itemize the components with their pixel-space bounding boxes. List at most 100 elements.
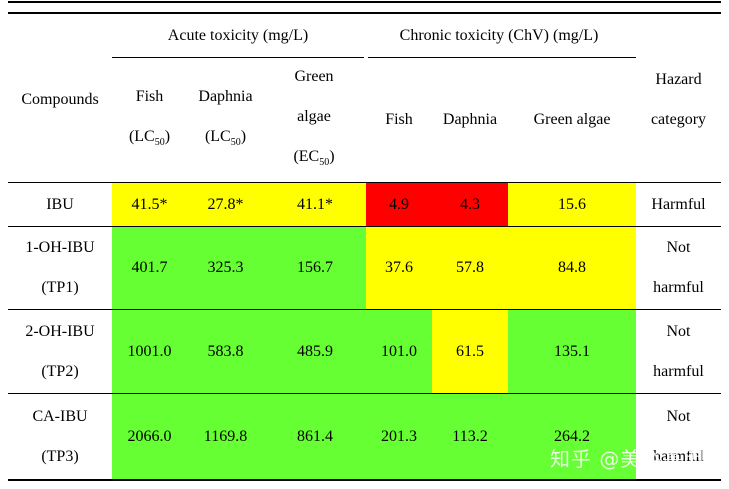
value-text: 861.4 — [297, 427, 333, 445]
value-cell: 41.1* — [264, 183, 366, 226]
hazard-cell: Not harmful — [636, 310, 721, 393]
chronic-fish-label: Fish — [385, 111, 413, 128]
chronic-algae-header: Green algae — [508, 58, 636, 182]
value-text: 583.8 — [207, 342, 244, 360]
value-cell: 101.0 — [366, 310, 432, 393]
compound-name-cell: 1-OH-IBU (TP1) — [8, 227, 112, 309]
hazard-cell: Not harmful — [636, 227, 721, 309]
compound-name: CA-IBU — [32, 407, 88, 425]
value-cell: 1001.0 — [112, 310, 187, 393]
value-cell: 485.9 — [264, 310, 366, 393]
value-cell: 401.7 — [112, 227, 187, 309]
row-divider — [8, 393, 721, 394]
value-cell: 15.6 — [508, 183, 636, 226]
value-text: 113.2 — [452, 427, 488, 445]
value-cell: 2066.0 — [112, 394, 187, 479]
top-rule — [8, 1, 721, 3]
hazard-text: Not — [666, 407, 691, 425]
compound-name: (TP1) — [41, 279, 79, 296]
hazard-text: Not — [666, 239, 691, 256]
value-cell: 37.6 — [366, 227, 432, 309]
row-divider — [8, 226, 721, 227]
value-text: 1001.0 — [127, 342, 172, 360]
value-text: 15.6 — [558, 195, 586, 213]
compound-name: 1-OH-IBU — [25, 239, 95, 256]
compound-name-cell: 2-OH-IBU (TP2) — [8, 310, 112, 393]
acute-algae-label-2: algae — [297, 107, 331, 125]
acute-toxicity-header: Acute toxicity (mg/L) — [112, 16, 364, 56]
row-divider — [8, 309, 721, 310]
hazard-text: harmful — [653, 279, 704, 296]
compounds-header: Compounds — [8, 58, 112, 142]
value-cell: 4.3 — [432, 183, 508, 226]
acute-daphnia-label: Daphnia — [198, 87, 253, 105]
compounds-label: Compounds — [21, 91, 99, 108]
value-text: 135.1 — [554, 342, 590, 360]
value-cell: 61.5 — [432, 310, 508, 393]
value-cell: 84.8 — [508, 227, 636, 309]
value-cell: 264.2 — [508, 394, 636, 479]
chronic-daphnia-header: Daphnia — [432, 58, 508, 182]
value-cell: 4.9 — [366, 183, 432, 226]
chronic-toxicity-label: Chronic toxicity (ChV) (mg/L) — [399, 27, 599, 44]
header-rule — [8, 182, 721, 183]
value-cell: 156.7 — [264, 227, 366, 309]
value-text: 2066.0 — [127, 427, 172, 445]
hazard-text: Not — [666, 322, 691, 340]
chronic-toxicity-header: Chronic toxicity (ChV) (mg/L) — [368, 16, 630, 56]
hazard-text: harmful — [653, 362, 704, 380]
value-cell: 325.3 — [187, 227, 264, 309]
hazard-cell: Harmful — [636, 183, 721, 226]
value-text: 264.2 — [554, 427, 590, 445]
acute-fish-header: Fish (LC50) — [112, 58, 187, 182]
hazard-label-1: Hazard — [655, 71, 702, 88]
value-text: 27.8* — [207, 195, 244, 213]
value-text: 401.7 — [131, 259, 168, 276]
hazard-label-2: category — [650, 111, 707, 128]
acute-algae-header: Green algae (EC50) — [264, 58, 364, 182]
value-text: 156.7 — [297, 259, 333, 276]
value-text: 57.8 — [456, 259, 484, 276]
chronic-daphnia-label: Daphnia — [442, 111, 498, 128]
value-text: 201.3 — [381, 427, 417, 445]
value-cell: 583.8 — [187, 310, 264, 393]
compound-name: 2-OH-IBU — [25, 322, 95, 340]
value-text: 4.3 — [460, 195, 480, 213]
value-cell: 861.4 — [264, 394, 366, 479]
value-cell: 41.5* — [112, 183, 187, 226]
hazard-header: Hazard category — [636, 58, 721, 142]
acute-daphnia-unit: (LC50) — [204, 127, 247, 149]
value-text: 84.8 — [558, 259, 586, 276]
acute-fish-unit: (LC50) — [128, 127, 171, 149]
acute-fish-label: Fish — [135, 87, 164, 105]
compound-name: (TP2) — [41, 362, 79, 380]
top-rule-inner — [8, 12, 721, 14]
compound-name: (TP3) — [41, 447, 79, 465]
acute-underline — [112, 57, 364, 58]
value-cell: 57.8 — [432, 227, 508, 309]
chronic-fish-header: Fish — [366, 58, 432, 182]
value-cell: 1169.8 — [187, 394, 264, 479]
hazard-text: harmful — [653, 447, 704, 465]
value-text: 41.5* — [131, 195, 168, 213]
bottom-rule — [8, 479, 721, 481]
acute-algae-label-1: Green — [294, 67, 334, 85]
chronic-algae-label: Green algae — [533, 111, 611, 128]
acute-algae-unit: (EC50) — [293, 147, 335, 169]
hazard-text: Harmful — [651, 195, 706, 213]
value-text: 4.9 — [389, 195, 409, 213]
chronic-underline — [368, 57, 636, 58]
hazard-cell: Not harmful — [636, 394, 721, 479]
value-text: 37.6 — [385, 259, 413, 276]
value-text: 325.3 — [207, 259, 244, 276]
value-cell: 201.3 — [366, 394, 432, 479]
compound-name: IBU — [46, 195, 74, 213]
value-text: 1169.8 — [203, 427, 248, 445]
acute-toxicity-label: Acute toxicity (mg/L) — [167, 27, 309, 44]
value-text: 485.9 — [297, 342, 333, 360]
value-cell: 27.8* — [187, 183, 264, 226]
value-text: 41.1* — [297, 195, 333, 213]
acute-daphnia-header: Daphnia (LC50) — [187, 58, 264, 182]
value-cell: 135.1 — [508, 310, 636, 393]
value-text: 61.5 — [456, 342, 484, 360]
